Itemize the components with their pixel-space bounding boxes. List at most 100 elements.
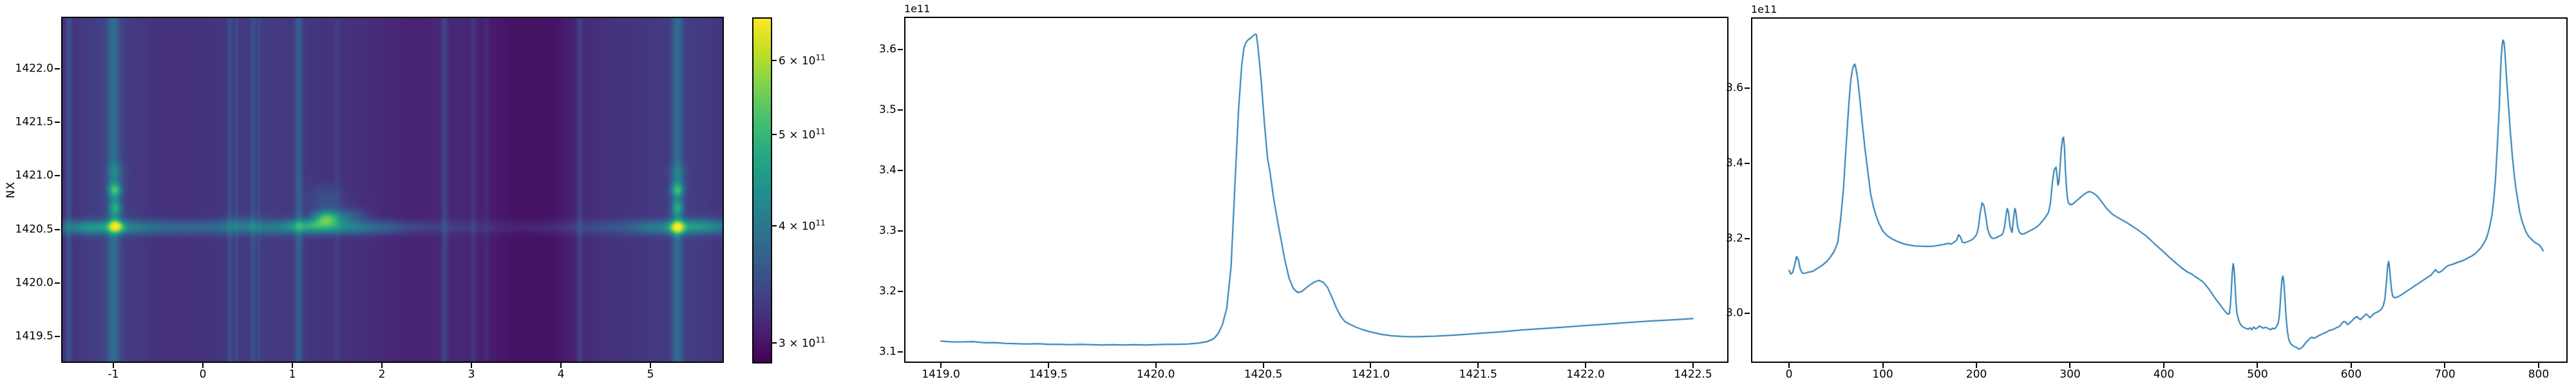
y-tick-mark	[1745, 163, 1750, 165]
x-tick-mark	[1976, 363, 1977, 368]
colorbar-tick-mark	[772, 134, 777, 136]
x-tick-mark	[560, 363, 562, 368]
y-tick-label: 3.6	[1725, 81, 1743, 95]
y-tick-mark	[55, 175, 60, 177]
y-tick-mark	[898, 169, 903, 171]
colorbar-tick-label: 4 × 1011	[779, 218, 826, 233]
y-tick-label: 3.2	[878, 284, 896, 298]
colorbar-tick-exponent: 11	[815, 127, 826, 136]
y-tick-mark	[898, 351, 903, 353]
y-tick-mark	[1745, 237, 1750, 239]
scan-axes: 1e11 0 100 200 300 400 500 600 700 800 3.0 3.2 3.4 3…	[1726, 3, 2568, 381]
y-tick-label: 3.6	[878, 42, 896, 56]
y-tick-label: 3.1	[878, 345, 896, 358]
x-tick-mark	[1477, 363, 1479, 368]
colorbar-tick-mark	[772, 225, 777, 226]
x-tick-label: 800	[2528, 368, 2550, 381]
x-tick-label: 1422.5	[1674, 368, 1712, 381]
spectrum-axes: 1e11 1419.0 1419.5 1420.0 1420.5 1421.0 1421.…	[879, 3, 1728, 381]
x-tick-label: 5	[647, 368, 654, 381]
y-tick-mark	[898, 48, 903, 50]
heatmap-axes: NX -1 0 1 2 3 4 5 1419.5 1420.0 1420.5 1421.0 1421.…	[5, 17, 724, 381]
x-tick-label: -1	[108, 368, 119, 381]
x-tick-label: 1419.5	[1029, 368, 1068, 381]
x-tick-mark	[650, 363, 652, 368]
y-tick-label: 3.2	[1725, 232, 1743, 245]
x-tick-mark	[112, 363, 114, 368]
x-tick-mark	[2444, 363, 2446, 368]
colorbar-gradient	[753, 19, 771, 362]
x-tick-label: 3	[468, 368, 475, 381]
x-tick-mark	[2163, 363, 2164, 368]
x-tick-mark	[940, 363, 942, 368]
y-tick-label: 3.5	[878, 103, 896, 116]
colorbar-axes: 3 × 1011 4 × 1011 5 × 1011 6 × 1011	[752, 17, 826, 363]
y-tick-mark	[55, 68, 60, 70]
x-tick-mark	[2069, 363, 2071, 368]
colorbar-tick-mark	[772, 342, 777, 344]
x-tick-label: 0	[1785, 368, 1793, 381]
x-tick-mark	[2257, 363, 2259, 368]
x-tick-mark	[292, 363, 293, 368]
x-tick-label: 4	[557, 368, 565, 381]
y-tick-label: 3.4	[1725, 156, 1743, 170]
y-tick-label: 1420.0	[15, 276, 53, 290]
y-tick-label: 1421.0	[15, 169, 53, 182]
x-tick-label: 1421.5	[1459, 368, 1497, 381]
colorbar-tick-label: 5 × 1011	[779, 127, 826, 142]
colorbar-tick-label: 3 × 1011	[779, 335, 826, 350]
y-tick-label: 1421.5	[15, 115, 53, 129]
x-tick-label: 1421.0	[1351, 368, 1390, 381]
colorbar-tick-exponent: 11	[815, 218, 826, 228]
scan-offset-label: 1e11	[1751, 3, 1777, 15]
y-tick-mark	[898, 230, 903, 232]
x-tick-mark	[1882, 363, 1884, 368]
x-tick-mark	[381, 363, 383, 368]
x-tick-label: 300	[2060, 368, 2081, 381]
x-tick-mark	[1155, 363, 1157, 368]
x-tick-mark	[471, 363, 473, 368]
y-tick-mark	[898, 290, 903, 292]
x-tick-mark	[1788, 363, 1790, 368]
x-tick-label: 700	[2434, 368, 2456, 381]
y-tick-label: 1422.0	[15, 62, 53, 75]
x-tick-mark	[2537, 363, 2539, 368]
colorbar-tick-exponent: 11	[815, 335, 826, 345]
x-tick-mark	[1047, 363, 1049, 368]
y-tick-mark	[55, 282, 60, 284]
x-tick-label: 1420.5	[1244, 368, 1283, 381]
y-tick-label: 3.3	[878, 224, 896, 237]
x-tick-label: 2	[378, 368, 386, 381]
x-tick-label: 400	[2153, 368, 2175, 381]
x-tick-label: 1420.0	[1136, 368, 1175, 381]
x-tick-mark	[1370, 363, 1372, 368]
x-tick-mark	[1585, 363, 1587, 368]
y-tick-label: 1419.5	[15, 329, 53, 343]
y-tick-mark	[55, 228, 60, 230]
heatmap-y-axis-label: NX	[5, 181, 17, 199]
x-tick-label: 1419.0	[922, 368, 960, 381]
x-tick-mark	[2350, 363, 2352, 368]
scan-line-plot	[1752, 19, 2566, 362]
x-tick-label: 500	[2247, 368, 2268, 381]
y-tick-mark	[55, 336, 60, 338]
y-tick-label: 3.4	[878, 163, 896, 177]
x-tick-mark	[1692, 363, 1694, 368]
x-tick-label: 1	[289, 368, 296, 381]
colorbar-tick-exponent: 11	[815, 53, 826, 62]
spectrum-offset-label: 1e11	[904, 3, 931, 15]
x-tick-label: 200	[1965, 368, 1987, 381]
y-tick-label: 1420.5	[15, 223, 53, 236]
y-tick-mark	[55, 122, 60, 124]
x-tick-mark	[1262, 363, 1264, 368]
y-tick-mark	[1745, 313, 1750, 315]
colorbar-tick-mark	[772, 60, 777, 62]
x-tick-label: 0	[199, 368, 207, 381]
x-tick-mark	[202, 363, 204, 368]
x-tick-label: 1422.0	[1566, 368, 1605, 381]
x-tick-label: 100	[1872, 368, 1893, 381]
spectrum-line-plot	[905, 18, 1727, 362]
colorbar-tick-label: 6 × 1011	[779, 53, 826, 68]
y-tick-mark	[1745, 87, 1750, 89]
